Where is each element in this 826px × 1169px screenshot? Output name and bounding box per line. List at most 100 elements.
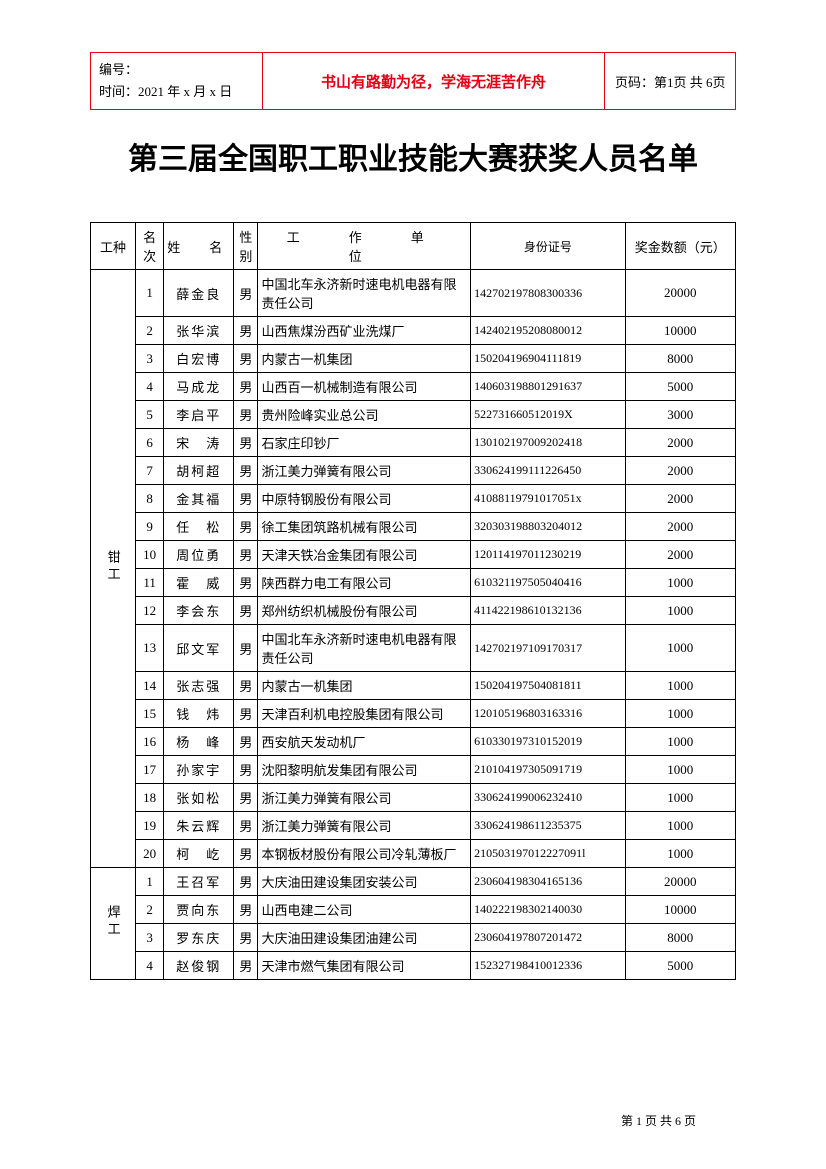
table-row: 8金其福男中原特钢股份有限公司41088119791017051x2000 bbox=[91, 485, 736, 513]
amount-cell: 5000 bbox=[625, 952, 735, 980]
id-cell: 610330197310152019 bbox=[471, 728, 625, 756]
table-row: 13邱文军男中国北车永济新时速电机电器有限责任公司142702197109170… bbox=[91, 625, 736, 672]
document-title: 第三届全国职工职业技能大赛获奖人员名单 bbox=[90, 138, 736, 182]
id-cell: 411422198610132136 bbox=[471, 597, 625, 625]
doc-number-label: 编号： bbox=[99, 62, 138, 77]
unit-cell: 浙江美力弹簧有限公司 bbox=[258, 784, 471, 812]
table-row: 5李启平男贵州险峰实业总公司522731660512019X3000 bbox=[91, 401, 736, 429]
table-row: 6宋 涛男石家庄印钞厂1301021970092024182000 bbox=[91, 429, 736, 457]
id-cell: 142702197808300336 bbox=[471, 270, 625, 317]
table-row: 12李会东男郑州纺织机械股份有限公司4114221986101321361000 bbox=[91, 597, 736, 625]
id-cell: 210503197012227091l bbox=[471, 840, 625, 868]
unit-cell: 天津百利机电控股集团有限公司 bbox=[258, 700, 471, 728]
name-cell: 孙家宇 bbox=[164, 756, 234, 784]
id-cell: 210104197305091719 bbox=[471, 756, 625, 784]
amount-cell: 10000 bbox=[625, 896, 735, 924]
unit-cell: 浙江美力弹簧有限公司 bbox=[258, 812, 471, 840]
rank-cell: 8 bbox=[136, 485, 164, 513]
amount-cell: 8000 bbox=[625, 345, 735, 373]
unit-cell: 中国北车永济新时速电机电器有限责任公司 bbox=[258, 270, 471, 317]
id-cell: 330624198611235375 bbox=[471, 812, 625, 840]
amount-cell: 2000 bbox=[625, 485, 735, 513]
amount-cell: 20000 bbox=[625, 270, 735, 317]
unit-cell: 贵州险峰实业总公司 bbox=[258, 401, 471, 429]
gender-cell: 男 bbox=[234, 401, 258, 429]
table-row: 11霍 威男陕西群力电工有限公司6103211975050404161000 bbox=[91, 569, 736, 597]
table-row: 钳工1薛金良男中国北车永济新时速电机电器有限责任公司14270219780830… bbox=[91, 270, 736, 317]
amount-cell: 1000 bbox=[625, 728, 735, 756]
table-row: 焊工1王召军男大庆油田建设集团安装公司230604198304165136200… bbox=[91, 868, 736, 896]
amount-cell: 1000 bbox=[625, 672, 735, 700]
table-row: 10周位勇男天津天铁冶金集团有限公司1201141970112302192000 bbox=[91, 541, 736, 569]
rank-cell: 10 bbox=[136, 541, 164, 569]
award-table: 工种 名次 姓 名 性别 工 作 单 位 身份证号 奖金数额（元） 钳工1薛金良… bbox=[90, 222, 736, 980]
unit-cell: 石家庄印钞厂 bbox=[258, 429, 471, 457]
unit-cell: 内蒙古一机集团 bbox=[258, 672, 471, 700]
th-gender: 性别 bbox=[234, 223, 258, 270]
header-motto: 书山有路勤为径，学海无涯苦作舟 bbox=[263, 53, 605, 109]
unit-cell: 浙江美力弹簧有限公司 bbox=[258, 457, 471, 485]
id-cell: 152327198410012336 bbox=[471, 952, 625, 980]
th-category: 工种 bbox=[91, 223, 136, 270]
page-footer: 第 1 页 共 6 页 bbox=[621, 1112, 696, 1129]
time-label: 时间： bbox=[99, 84, 138, 99]
table-row: 7胡柯超男浙江美力弹簧有限公司3306241991112264502000 bbox=[91, 457, 736, 485]
amount-cell: 2000 bbox=[625, 541, 735, 569]
rank-cell: 2 bbox=[136, 317, 164, 345]
gender-cell: 男 bbox=[234, 513, 258, 541]
rank-cell: 1 bbox=[136, 270, 164, 317]
table-row: 4赵俊钢男天津市燃气集团有限公司1523271984100123365000 bbox=[91, 952, 736, 980]
name-cell: 任 松 bbox=[164, 513, 234, 541]
table-row: 2贾向东男山西电建二公司14022219830214003010000 bbox=[91, 896, 736, 924]
name-cell: 金其福 bbox=[164, 485, 234, 513]
unit-cell: 中原特钢股份有限公司 bbox=[258, 485, 471, 513]
table-row: 3罗东庆男大庆油田建设集团油建公司2306041978072014728000 bbox=[91, 924, 736, 952]
rank-cell: 18 bbox=[136, 784, 164, 812]
time-value: 2021 年 x 月 x 日 bbox=[138, 84, 232, 99]
th-id: 身份证号 bbox=[471, 223, 625, 270]
name-cell: 贾向东 bbox=[164, 896, 234, 924]
table-row: 2张华滨男山西焦煤汾西矿业洗煤厂14240219520808001210000 bbox=[91, 317, 736, 345]
category-cell: 焊工 bbox=[91, 868, 136, 980]
name-cell: 朱云辉 bbox=[164, 812, 234, 840]
id-cell: 120105196803163316 bbox=[471, 700, 625, 728]
name-cell: 王召军 bbox=[164, 868, 234, 896]
amount-cell: 2000 bbox=[625, 457, 735, 485]
rank-cell: 15 bbox=[136, 700, 164, 728]
gender-cell: 男 bbox=[234, 728, 258, 756]
table-row: 16杨 峰男西安航天发动机厂6103301973101520191000 bbox=[91, 728, 736, 756]
amount-cell: 2000 bbox=[625, 429, 735, 457]
id-cell: 130102197009202418 bbox=[471, 429, 625, 457]
gender-cell: 男 bbox=[234, 429, 258, 457]
unit-cell: 山西百一机械制造有限公司 bbox=[258, 373, 471, 401]
page-label: 页码： bbox=[615, 72, 654, 91]
gender-cell: 男 bbox=[234, 896, 258, 924]
name-cell: 张如松 bbox=[164, 784, 234, 812]
gender-cell: 男 bbox=[234, 952, 258, 980]
gender-cell: 男 bbox=[234, 597, 258, 625]
th-unit: 工 作 单 位 bbox=[258, 223, 471, 270]
unit-cell: 天津天铁冶金集团有限公司 bbox=[258, 541, 471, 569]
rank-cell: 20 bbox=[136, 840, 164, 868]
unit-cell: 西安航天发动机厂 bbox=[258, 728, 471, 756]
amount-cell: 5000 bbox=[625, 373, 735, 401]
id-cell: 142402195208080012 bbox=[471, 317, 625, 345]
rank-cell: 5 bbox=[136, 401, 164, 429]
rank-cell: 9 bbox=[136, 513, 164, 541]
gender-cell: 男 bbox=[234, 840, 258, 868]
table-row: 9任 松男徐工集团筑路机械有限公司3203031988032040122000 bbox=[91, 513, 736, 541]
amount-cell: 1000 bbox=[625, 812, 735, 840]
th-rank: 名次 bbox=[136, 223, 164, 270]
unit-cell: 内蒙古一机集团 bbox=[258, 345, 471, 373]
gender-cell: 男 bbox=[234, 700, 258, 728]
unit-cell: 大庆油田建设集团油建公司 bbox=[258, 924, 471, 952]
amount-cell: 1000 bbox=[625, 784, 735, 812]
amount-cell: 1000 bbox=[625, 597, 735, 625]
rank-cell: 2 bbox=[136, 896, 164, 924]
gender-cell: 男 bbox=[234, 457, 258, 485]
id-cell: 330624199006232410 bbox=[471, 784, 625, 812]
gender-cell: 男 bbox=[234, 812, 258, 840]
gender-cell: 男 bbox=[234, 784, 258, 812]
table-row: 14张志强男内蒙古一机集团1502041975040818111000 bbox=[91, 672, 736, 700]
rank-cell: 19 bbox=[136, 812, 164, 840]
